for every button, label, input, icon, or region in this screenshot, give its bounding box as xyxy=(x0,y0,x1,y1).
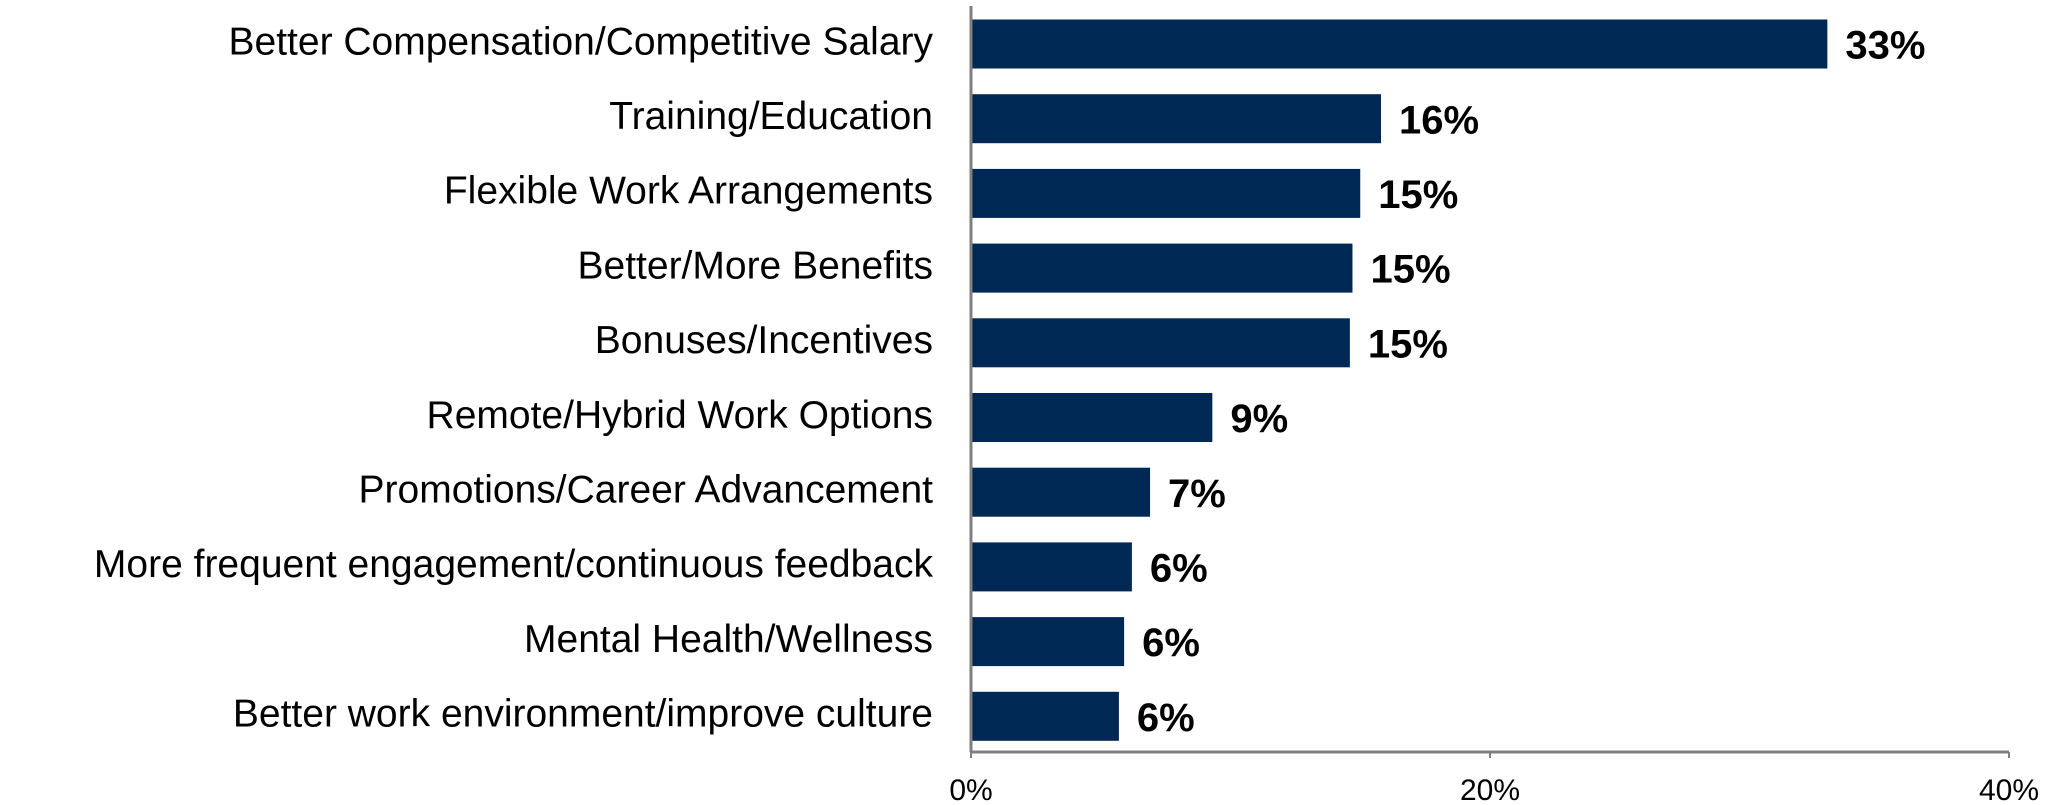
data-label: 6% xyxy=(1150,546,1208,590)
bar xyxy=(971,393,1213,442)
data-label: 16% xyxy=(1399,98,1479,142)
bar xyxy=(971,94,1382,144)
y-tick-label: Bonuses/Incentives xyxy=(595,319,933,362)
y-tick-label: Better work environment/improve culture xyxy=(233,693,933,736)
data-label: 7% xyxy=(1168,472,1226,516)
bar xyxy=(971,19,1828,69)
x-tick-label: 0% xyxy=(949,774,992,805)
y-tick-label: Training/Education xyxy=(609,95,933,138)
y-tick-label: Better Compensation/Competitive Salary xyxy=(229,20,934,63)
y-tick-label: Mental Health/Wellness xyxy=(524,618,933,661)
bar xyxy=(971,691,1119,741)
data-label: 33% xyxy=(1845,24,1925,68)
x-tick-label: 40% xyxy=(1979,774,2039,805)
data-label: 6% xyxy=(1142,621,1200,665)
bar xyxy=(971,318,1350,368)
data-label: 15% xyxy=(1378,173,1458,217)
data-label: 15% xyxy=(1368,322,1448,366)
bar xyxy=(971,617,1125,667)
data-label: 6% xyxy=(1137,696,1195,740)
bar xyxy=(971,168,1361,218)
x-tick-label: 20% xyxy=(1460,774,1520,805)
bar xyxy=(971,243,1353,293)
y-tick-label: Remote/Hybrid Work Options xyxy=(427,394,933,437)
data-label: 15% xyxy=(1370,248,1450,292)
bar xyxy=(971,467,1151,517)
data-label: 9% xyxy=(1230,397,1288,441)
y-tick-label: Flexible Work Arrangements xyxy=(444,170,933,213)
y-tick-label: Promotions/Career Advancement xyxy=(359,468,934,511)
y-tick-label: Better/More Benefits xyxy=(578,244,934,287)
bar xyxy=(971,542,1132,592)
y-tick-label: More frequent engagement/continuous feed… xyxy=(94,543,934,586)
